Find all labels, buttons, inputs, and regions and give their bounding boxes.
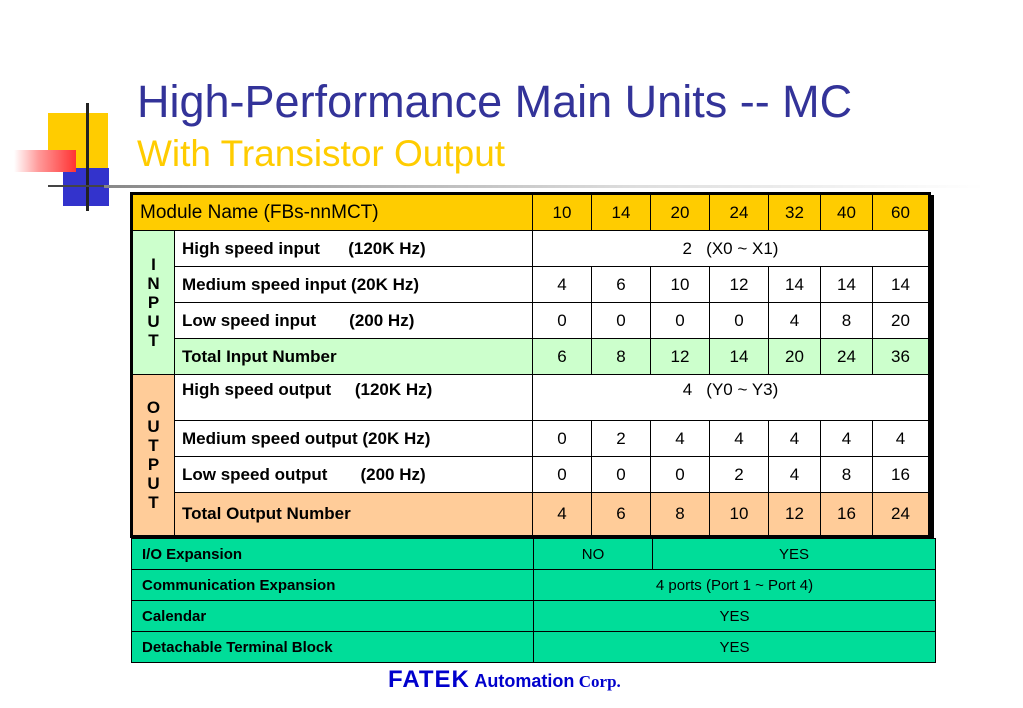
- row-label: Total Input Number: [174, 338, 533, 375]
- value-cell: 6: [591, 492, 651, 537]
- row-label: High speed output (120K Hz): [174, 374, 533, 421]
- brand-name: FATEK: [388, 666, 470, 693]
- value-cell: 8: [650, 492, 710, 537]
- module-name-header: Module Name (FBs-nnMCT): [131, 193, 533, 231]
- table-row: Low speed input (200 Hz) 0 0 0 0 4 8 20: [132, 302, 930, 339]
- value-cell: 0: [591, 302, 651, 339]
- value-cell: 14: [768, 266, 821, 303]
- row-label: Medium speed output (20K Hz): [174, 420, 533, 457]
- red-gradient-bar-shape: [14, 150, 76, 172]
- merged-value-cell: 4 (Y0 ~ Y3): [532, 374, 930, 421]
- row-label: Low speed output (200 Hz): [174, 456, 533, 493]
- value-cell: 2: [591, 420, 651, 457]
- value-cell: 8: [820, 456, 873, 493]
- value-cell: 16: [872, 456, 930, 493]
- value-cell: 20: [768, 338, 821, 375]
- communication-expansion-value: 4 ports (Port 1 ~ Port 4): [533, 569, 936, 601]
- model-cell: 24: [709, 193, 769, 231]
- table-row: Detachable Terminal Block YES: [131, 631, 936, 663]
- table-row: Low speed output (200 Hz) 0 0 0 2 4 8 16: [132, 456, 930, 493]
- table-row: Medium speed input (20K Hz) 4 6 10 12 14…: [132, 266, 930, 303]
- value-cell: 8: [591, 338, 651, 375]
- value-cell: 4: [820, 420, 873, 457]
- row-label: Medium speed input (20K Hz): [174, 266, 533, 303]
- value-cell: 4: [650, 420, 710, 457]
- value-cell: 0: [532, 456, 592, 493]
- row-label: Low speed input (200 Hz): [174, 302, 533, 339]
- value-cell: 4: [532, 266, 592, 303]
- value-cell: 12: [650, 338, 710, 375]
- table-row: I/O Expansion NO YES: [131, 538, 936, 570]
- value-cell: 24: [872, 492, 930, 537]
- value-cell: 6: [591, 266, 651, 303]
- value-cell: 2: [709, 456, 769, 493]
- io-expansion-value-b: YES: [652, 538, 936, 570]
- value-cell: 6: [532, 338, 592, 375]
- calendar-label: Calendar: [131, 600, 534, 632]
- value-cell: 0: [591, 456, 651, 493]
- value-cell: 10: [650, 266, 710, 303]
- value-cell: 4: [768, 420, 821, 457]
- value-cell: 0: [650, 302, 710, 339]
- value-cell: 4: [872, 420, 930, 457]
- terminal-block-value: YES: [533, 631, 936, 663]
- brand-automation: Automation: [474, 671, 575, 691]
- value-cell: 0: [709, 302, 769, 339]
- model-cell: 40: [820, 193, 873, 231]
- table-row: Communication Expansion 4 ports (Port 1 …: [131, 569, 936, 601]
- model-cell: 14: [591, 193, 651, 231]
- io-expansion-label: I/O Expansion: [131, 538, 534, 570]
- model-cell: 10: [532, 193, 592, 231]
- spec-table: Module Name (FBs-nnMCT) 10 14 20 24 32 4…: [130, 192, 931, 538]
- value-cell: 14: [709, 338, 769, 375]
- title-underline: [104, 185, 984, 188]
- page-title: High-Performance Main Units -- MC: [137, 76, 853, 127]
- io-expansion-value-a: NO: [533, 538, 653, 570]
- vertical-line-shape: [86, 103, 89, 211]
- value-cell: 0: [532, 420, 592, 457]
- input-group-label: I N P U T: [131, 230, 175, 375]
- value-cell: 12: [709, 266, 769, 303]
- row-label: High speed input (120K Hz): [174, 230, 533, 267]
- brand-corp: Corp.: [578, 672, 621, 691]
- decorative-corner-graphic: [0, 0, 130, 230]
- value-cell: 14: [820, 266, 873, 303]
- model-cell: 20: [650, 193, 710, 231]
- calendar-value: YES: [533, 600, 936, 632]
- total-output-row: Total Output Number 4 6 8 10 12 16 24: [132, 492, 930, 537]
- total-input-row: Total Input Number 6 8 12 14 20 24 36: [132, 338, 930, 375]
- communication-expansion-label: Communication Expansion: [131, 569, 534, 601]
- output-group-label: O U T P U T: [131, 374, 175, 537]
- value-cell: 4: [768, 456, 821, 493]
- row-label: Total Output Number: [174, 492, 533, 537]
- table-row: Calendar YES: [131, 600, 936, 632]
- table-row: I N P U T High speed input (120K Hz) 2 (…: [131, 230, 930, 375]
- page-subtitle: With Transistor Output: [137, 133, 506, 174]
- merged-value-cell: 2 (X0 ~ X1): [532, 230, 930, 267]
- value-cell: 0: [650, 456, 710, 493]
- company-logo: FATEK Automation Corp.: [388, 666, 621, 694]
- model-cell: 60: [872, 193, 930, 231]
- value-cell: 4: [709, 420, 769, 457]
- value-cell: 14: [872, 266, 930, 303]
- value-cell: 12: [768, 492, 821, 537]
- value-cell: 4: [768, 302, 821, 339]
- value-cell: 36: [872, 338, 930, 375]
- spec-header-row: Module Name (FBs-nnMCT) 10 14 20 24 32 4…: [131, 193, 930, 231]
- value-cell: 0: [532, 302, 592, 339]
- horizontal-line-shape: [48, 185, 130, 187]
- table-row: Medium speed output (20K Hz) 0 2 4 4 4 4…: [132, 420, 930, 457]
- value-cell: 16: [820, 492, 873, 537]
- features-table: I/O Expansion NO YES Communication Expan…: [131, 538, 936, 663]
- value-cell: 24: [820, 338, 873, 375]
- value-cell: 4: [532, 492, 592, 537]
- value-cell: 10: [709, 492, 769, 537]
- value-cell: 20: [872, 302, 930, 339]
- model-cell: 32: [768, 193, 821, 231]
- table-row: O U T P U T High speed output (120K Hz) …: [131, 374, 930, 537]
- terminal-block-label: Detachable Terminal Block: [131, 631, 534, 663]
- value-cell: 8: [820, 302, 873, 339]
